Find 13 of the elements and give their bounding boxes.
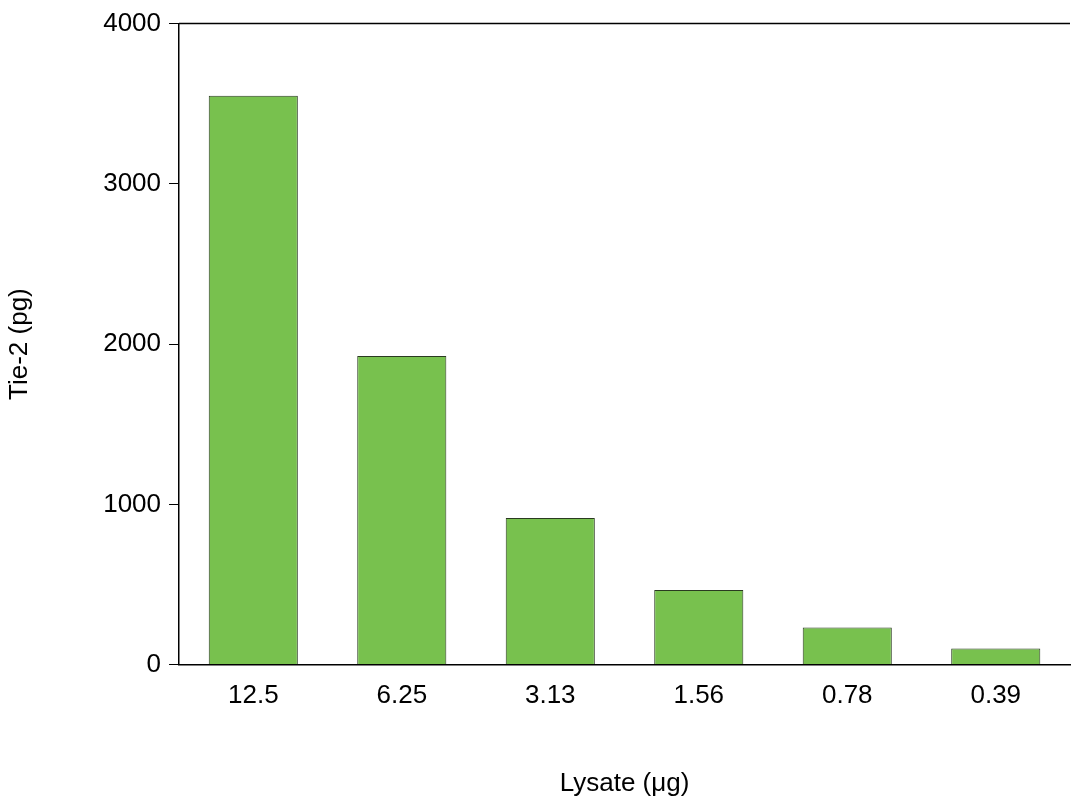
x-tick-label: 3.13	[524, 679, 576, 710]
x-tick-label: 0.39	[970, 679, 1022, 710]
y-tick-label: 1000	[103, 487, 162, 518]
y-tick-label: 3000	[103, 167, 162, 198]
y-tick-label: 0	[146, 647, 162, 678]
x-axis-title: Lysate (μg)	[559, 766, 690, 797]
y-axis-title: Tie-2 (pg)	[2, 288, 33, 400]
x-tick-label: 0.78	[821, 679, 873, 710]
y-tick-label: 4000	[103, 6, 162, 37]
x-tick-label: 6.25	[376, 679, 428, 710]
x-tick-label: 1.56	[673, 679, 725, 710]
x-tick-label: 12.5	[227, 679, 279, 710]
y-tick-label: 2000	[103, 327, 162, 358]
